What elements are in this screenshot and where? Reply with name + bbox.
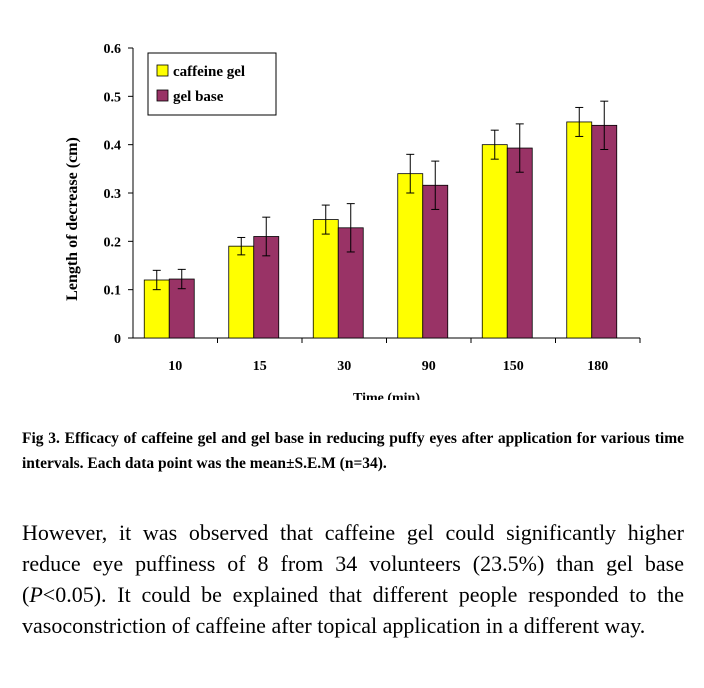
x-tick-label: 90 xyxy=(422,359,436,374)
x-tick-label: 10 xyxy=(168,359,182,374)
y-tick-label: 0.4 xyxy=(104,139,122,154)
body-paragraph: However, it was observed that caffeine g… xyxy=(22,517,684,641)
bar-gel-base-90 xyxy=(422,184,449,339)
legend-swatch xyxy=(156,64,169,77)
y-tick-label: 0.3 xyxy=(104,187,122,202)
x-axis-title: Time (min) xyxy=(353,391,420,400)
legend-label: gel base xyxy=(173,89,224,105)
y-tick-label: 0.6 xyxy=(104,42,122,57)
y-tick-label: 0 xyxy=(114,332,121,347)
legend-label: caffeine gel xyxy=(173,64,245,80)
bar-caffeine-gel-180 xyxy=(566,121,593,339)
bar-gel-base-150 xyxy=(506,147,533,339)
p-value-symbol: P xyxy=(29,582,43,607)
legend-box xyxy=(147,52,277,116)
x-tick-label: 150 xyxy=(503,359,524,374)
y-tick-label: 0.2 xyxy=(104,235,122,250)
y-tick-label: 0.5 xyxy=(104,90,122,105)
body-text-part2: <0.05). It could be explained that diffe… xyxy=(22,582,684,638)
x-tick-label: 30 xyxy=(337,359,351,374)
x-tick-label: 180 xyxy=(587,359,608,374)
y-tick-label: 0.1 xyxy=(104,284,122,299)
bar-gel-base-10 xyxy=(168,278,195,339)
figure-chart: 0 0.1 0.2 0.3 0.4 0.5 0.6 Length of decrease (c… xyxy=(64,42,641,400)
x-tick-label: 15 xyxy=(253,359,267,374)
bar-caffeine-gel-90 xyxy=(397,173,424,339)
bar-caffeine-gel-15 xyxy=(228,245,255,339)
legend-swatch xyxy=(156,89,169,102)
figure-caption: Fig 3. Efficacy of caffeine gel and gel … xyxy=(22,430,684,472)
bar-gel-base-180 xyxy=(591,124,618,339)
y-axis-title: Length of decrease (cm) xyxy=(64,137,81,301)
body-text-part1: However, it was observed that caffeine g… xyxy=(22,520,684,607)
bar-chart: 0 0.1 0.2 0.3 0.4 0.5 0.6 Length of decrease (c… xyxy=(64,42,641,400)
bar-caffeine-gel-30 xyxy=(312,219,339,339)
bar-caffeine-gel-150 xyxy=(481,144,508,339)
